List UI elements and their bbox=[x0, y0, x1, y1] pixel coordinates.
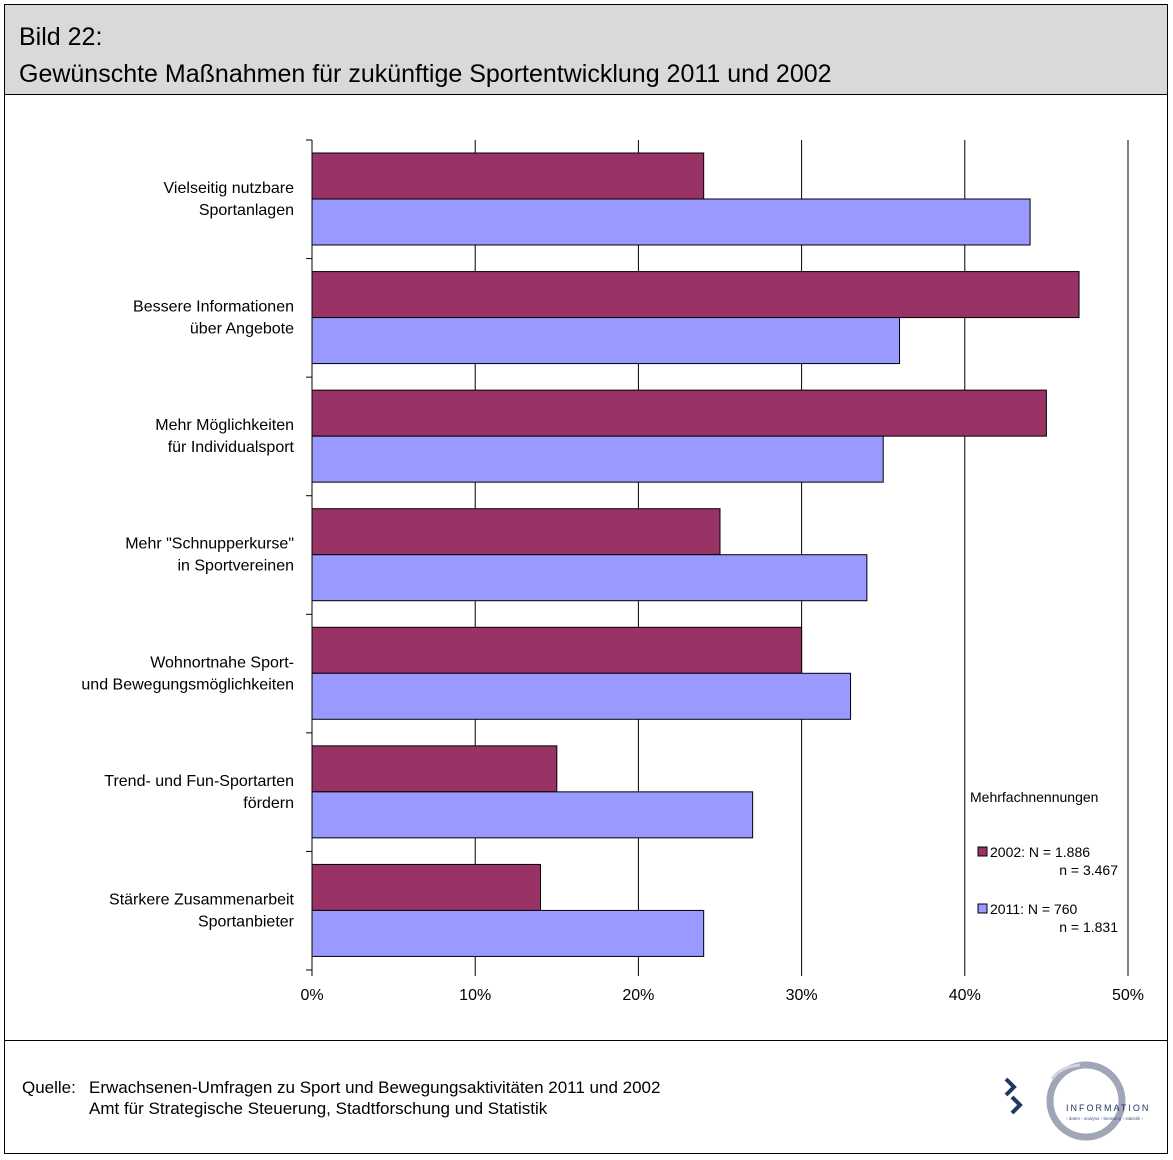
category-label: Wohnortnahe Sport- bbox=[150, 654, 294, 671]
bar-2011 bbox=[311, 909, 705, 957]
axes bbox=[306, 139, 1129, 976]
bar-2002 bbox=[311, 626, 803, 674]
bar-2011 bbox=[311, 554, 868, 602]
category-label: fördern bbox=[243, 795, 294, 812]
x-tick-label: 30% bbox=[786, 987, 818, 1004]
legend-label: 2011: N = 760 bbox=[990, 901, 1078, 917]
category-label: Sportanbieter bbox=[198, 913, 295, 930]
bars bbox=[311, 152, 1080, 957]
category-label: über Angebote bbox=[190, 321, 294, 338]
bar-2011 bbox=[311, 672, 852, 720]
legend: Mehrfachnennungen 2002: N = 1.886 n = 3.46… bbox=[970, 789, 1118, 935]
x-tick-label: 50% bbox=[1112, 987, 1144, 1004]
category-label: Stärkere Zusammenarbeit bbox=[109, 891, 295, 908]
bar-2002 bbox=[311, 745, 558, 793]
bar-2002 bbox=[311, 152, 705, 200]
legend-swatch-2002 bbox=[977, 846, 988, 857]
legend-sublabel: n = 3.467 bbox=[1059, 862, 1118, 878]
bar-2011 bbox=[311, 198, 1031, 246]
x-tick-labels: 0% 10% 20% 30% 40% 50% bbox=[300, 987, 1144, 1004]
bar-2011 bbox=[311, 791, 754, 839]
bar-2011 bbox=[311, 435, 884, 483]
logo-swoosh bbox=[1050, 1063, 1081, 1080]
information-logo: INFORMATION › daten › analyse › beratung… bbox=[1004, 1061, 1150, 1141]
logo-subtext: › daten › analyse › beratung › statistik… bbox=[1066, 1116, 1144, 1121]
category-label: in Sportvereinen bbox=[177, 558, 294, 575]
figure-header: Bild 22: Gewünschte Maßnahmen für zukünf… bbox=[4, 4, 1168, 95]
x-tick-label: 0% bbox=[300, 987, 323, 1004]
category-labels: Vielseitig nutzbare Sportanlagen Bessere I… bbox=[81, 180, 294, 930]
legend-label: 2002: N = 1.886 bbox=[990, 844, 1090, 860]
bar-2002 bbox=[311, 389, 1047, 437]
x-tick-label: 10% bbox=[459, 987, 491, 1004]
logo-ring bbox=[1046, 1061, 1126, 1141]
bar-2002 bbox=[311, 508, 721, 556]
figure-title: Gewünschte Maßnahmen für zukünftige Spor… bbox=[19, 60, 832, 88]
category-label: Sportanlagen bbox=[199, 202, 294, 219]
category-label: für Individualsport bbox=[168, 439, 295, 456]
source-line-1: Erwachsenen-Umfragen zu Sport und Bewegu… bbox=[89, 1078, 661, 1097]
x-tick-label: 20% bbox=[622, 987, 654, 1004]
legend-title: Mehrfachnennungen bbox=[970, 789, 1098, 805]
figure-number: Bild 22: bbox=[19, 23, 103, 51]
category-label: Mehr Möglichkeiten bbox=[155, 417, 294, 434]
bar-2011 bbox=[311, 317, 901, 365]
legend-swatch-2011 bbox=[977, 903, 988, 914]
x-tick-label: 40% bbox=[949, 987, 981, 1004]
source-line-2: Amt für Strategische Steuerung, Stadtfor… bbox=[89, 1099, 548, 1118]
source-label: Quelle: bbox=[22, 1078, 76, 1097]
bar-2002 bbox=[311, 863, 541, 911]
logo-chevron-bottom-icon bbox=[1010, 1095, 1023, 1115]
logo-text: INFORMATION bbox=[1066, 1103, 1150, 1113]
category-label: Mehr "Schnupperkurse" bbox=[125, 536, 294, 553]
logo-chevron-top-icon bbox=[1004, 1077, 1017, 1097]
category-label: Trend- und Fun-Sportarten bbox=[104, 773, 294, 790]
category-label: Bessere Informationen bbox=[133, 299, 294, 316]
bar-2002 bbox=[311, 271, 1080, 319]
legend-sublabel: n = 1.831 bbox=[1059, 919, 1118, 935]
category-label: Vielseitig nutzbare bbox=[164, 180, 295, 197]
category-label: und Bewegungsmöglichkeiten bbox=[81, 676, 294, 693]
bar-chart: Vielseitig nutzbare Sportanlagen Bessere I… bbox=[81, 139, 1144, 1004]
footer-divider bbox=[4, 1040, 1168, 1041]
